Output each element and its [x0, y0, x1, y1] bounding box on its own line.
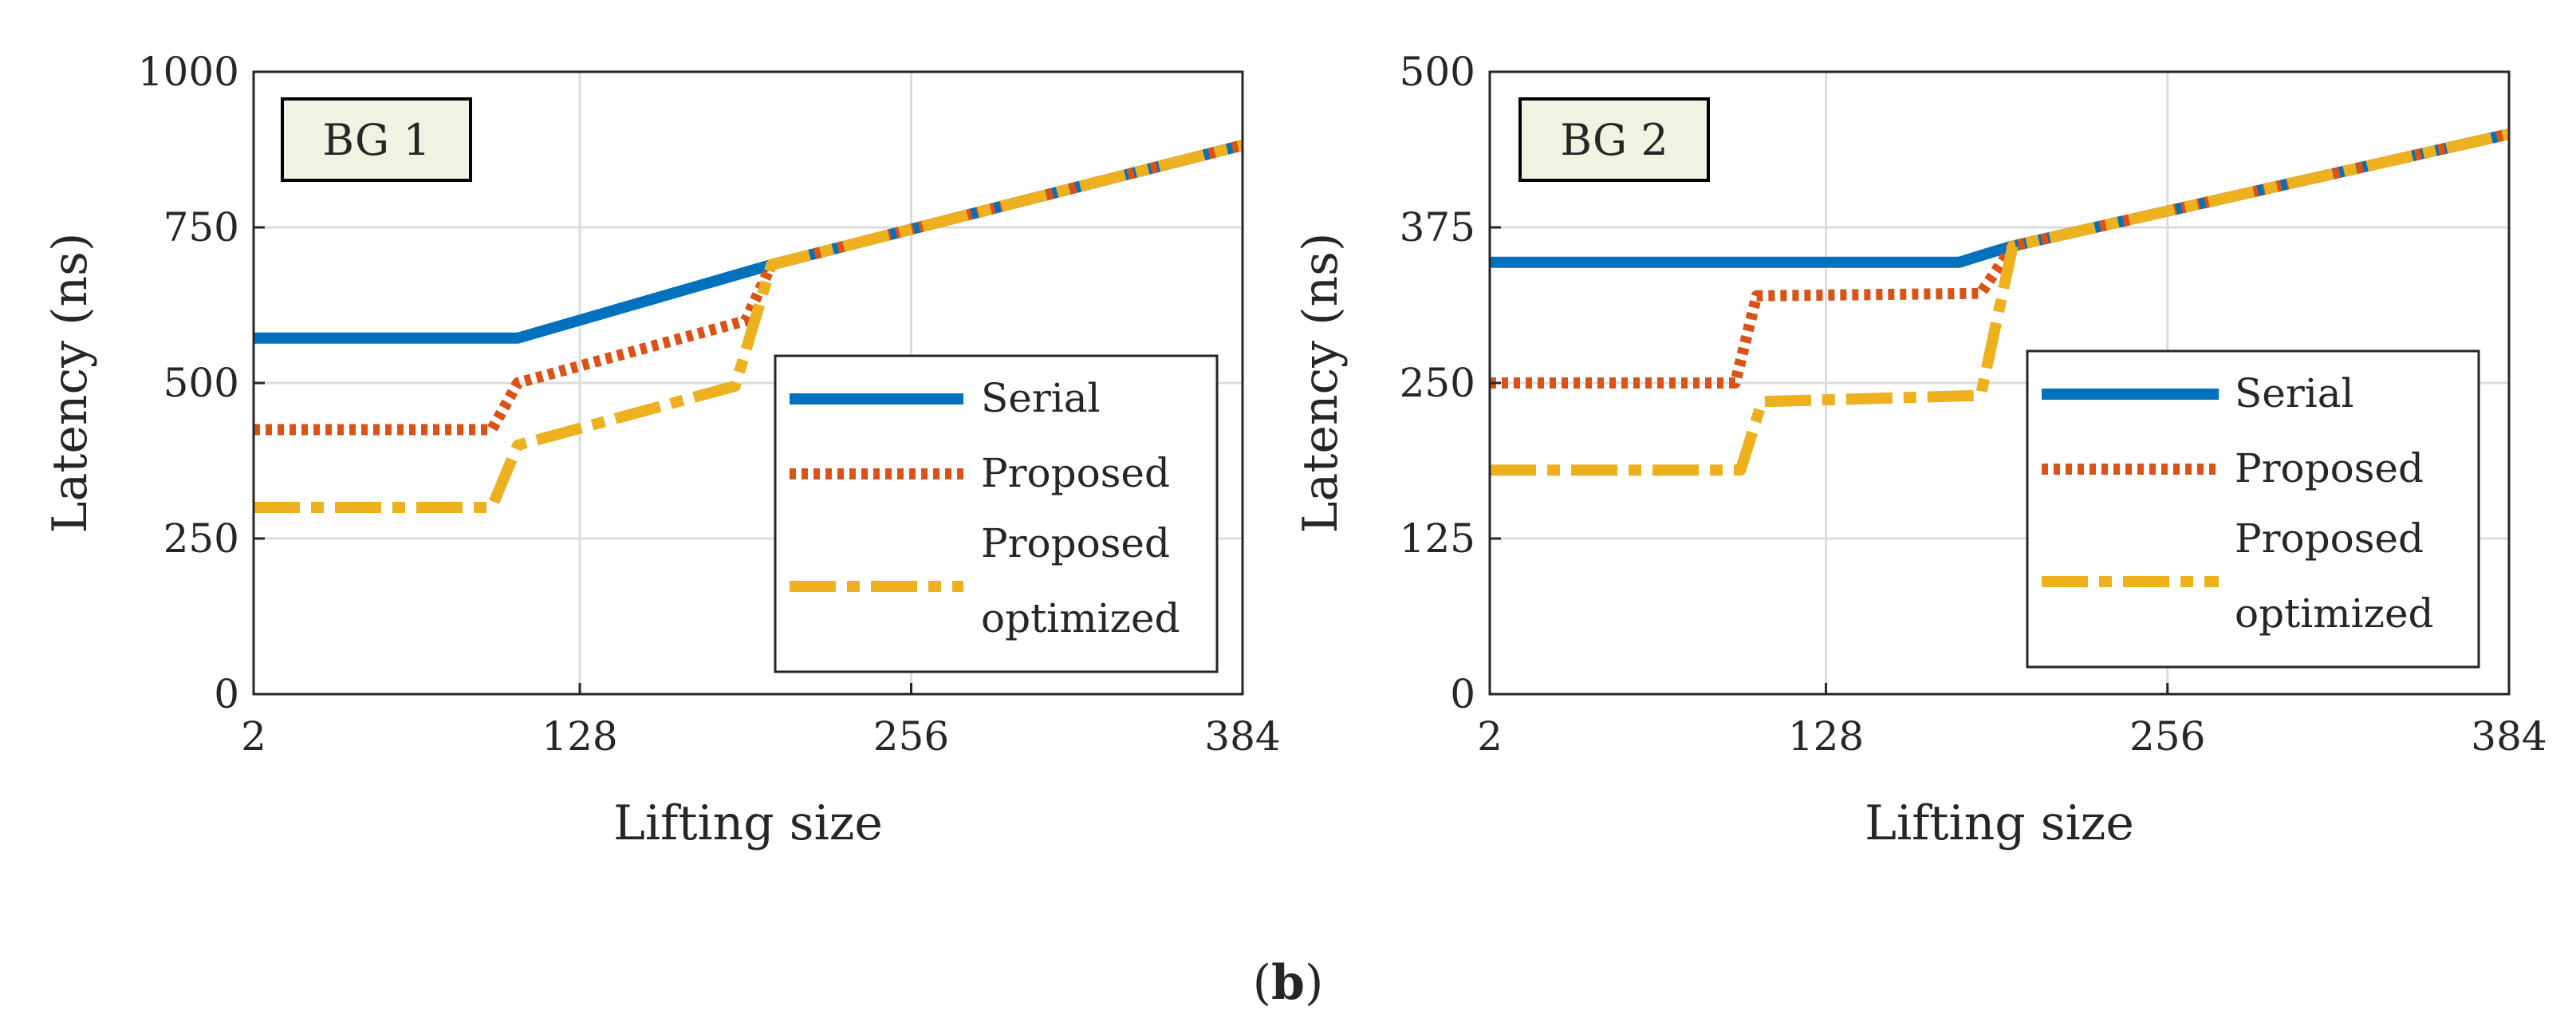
ytick-label-250-bg-2: 250	[1400, 360, 1475, 406]
legend-bg1: Serial Proposed Proposed optimized	[774, 354, 1219, 673]
xtick-label-128-bg-2: 128	[1788, 713, 1864, 760]
legend-label-proposed-bg2: Proposed	[2235, 445, 2424, 491]
legend-label-proposed-bg1: Proposed	[981, 450, 1170, 496]
chart-bg2: 2 128 256 384 0 125 250 375 500 BG 2 Lifting siz…	[1293, 49, 2547, 851]
legend-box-bg2	[2026, 349, 2480, 669]
xtick-label-256-bg-1: 256	[873, 713, 949, 760]
legend-bg2: Serial Proposed Proposed optimized	[2026, 349, 2480, 669]
xtick-label-384-bg-1: 384	[1204, 713, 1280, 760]
ylabel-bg1: Latency (ns)	[42, 233, 98, 534]
figure-caption: (b)	[1253, 955, 1324, 1011]
ytick-label-250-bg-1: 250	[163, 515, 239, 562]
tag-box-bg1: BG 1	[281, 97, 472, 182]
tag-label-bg1: BG 1	[322, 115, 430, 165]
ytick-label-125-bg-2: 125	[1400, 515, 1475, 562]
legend-label-optimized-line1-bg2: Proposed	[2235, 515, 2424, 562]
legend-box-bg1	[774, 354, 1219, 673]
series-layer-bg2	[1490, 128, 2511, 476]
ytick-label-375-bg-2: 375	[1400, 204, 1475, 251]
xlabel-bg2: Lifting size	[1865, 795, 2134, 851]
ytick-label-0-bg-2: 0	[1450, 671, 1475, 717]
tag-box-bg2: BG 2	[1518, 97, 1710, 182]
ytick-label-750-bg-1: 750	[163, 204, 239, 251]
ylabel-bg2: Latency (ns)	[1293, 233, 1349, 534]
legend-label-optimized-line2-bg2: optimized	[2235, 590, 2434, 637]
legend-label-optimized-line2-bg1: optimized	[981, 595, 1180, 641]
legend-label-optimized-line1-bg1: Proposed	[981, 520, 1170, 566]
xtick-label-256-bg-2: 256	[2129, 713, 2205, 760]
legend-label-serial-bg2: Serial	[2235, 370, 2354, 416]
caption-open-paren: (	[1253, 955, 1271, 1011]
xtick-label-2-bg-2: 2	[1477, 713, 1503, 760]
xtick-label-2-bg-1: 2	[241, 713, 266, 760]
tag-label-bg2: BG 2	[1560, 115, 1668, 165]
legend-label-serial-bg1: Serial	[981, 375, 1101, 421]
xtick-label-128-bg-1: 128	[542, 713, 617, 760]
ytick-label-500-bg-1: 500	[163, 360, 239, 406]
ticks-bg2: 2 128 256 384 0 125 250 375 500	[1400, 49, 2547, 760]
xtick-label-384-bg-2: 384	[2471, 713, 2546, 760]
ytick-label-0-bg-1: 0	[214, 671, 239, 717]
ytick-label-500-bg-2: 500	[1400, 49, 1475, 95]
series-line-proposed-optimized-bg-1	[254, 140, 1244, 513]
series-line-proposed-optimized-bg-2	[1490, 128, 2511, 476]
series-line-serial-bg-2	[1490, 128, 2511, 268]
caption-close-paren: )	[1305, 955, 1323, 1011]
ticks-bg1: 2 128 256 384 0 250 500 750 1000	[138, 49, 1281, 760]
xlabel-bg1: Lifting size	[613, 795, 883, 851]
chart-bg1: 2 128 256 384 0 250 500 750 1000 BG 1 Lifting si…	[42, 49, 1281, 851]
caption-letter: b	[1271, 955, 1305, 1011]
ytick-label-1000-bg-1: 1000	[138, 49, 239, 95]
series-line-proposed-bg-2	[1490, 128, 2511, 389]
series-layer-bg1	[254, 140, 1244, 513]
